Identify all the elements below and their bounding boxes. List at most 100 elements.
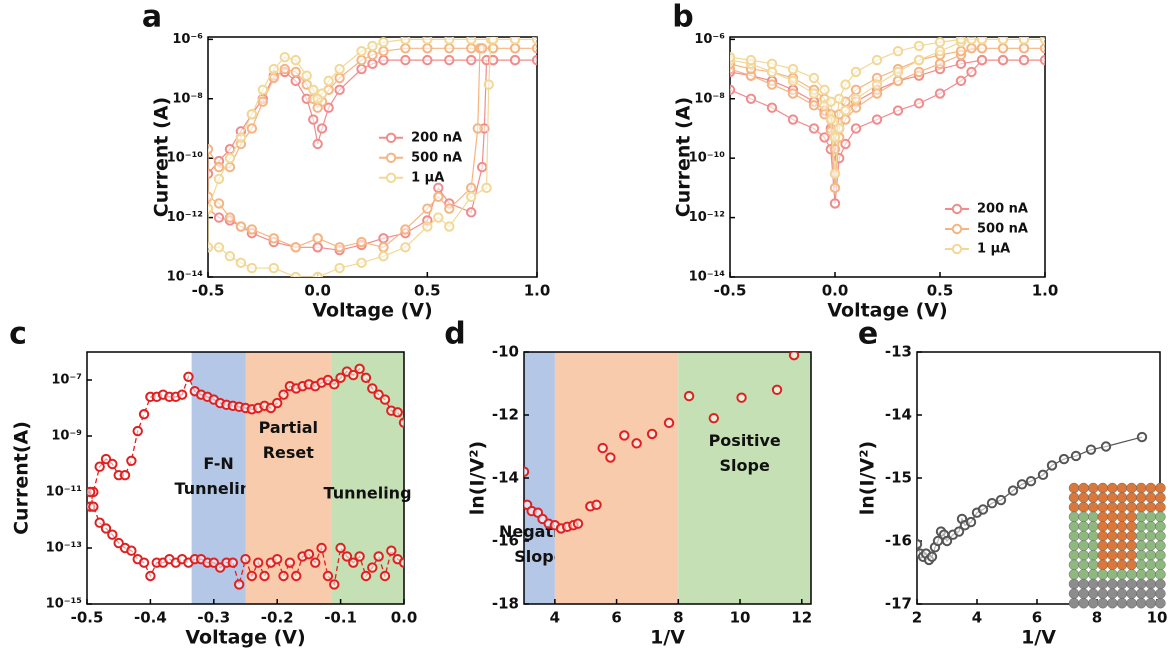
atom bbox=[1078, 550, 1089, 561]
atom bbox=[1107, 540, 1118, 551]
atom bbox=[1087, 569, 1099, 580]
plot-area bbox=[87, 363, 404, 590]
data-point bbox=[840, 138, 851, 150]
data-point bbox=[316, 542, 327, 554]
data-point bbox=[373, 551, 384, 562]
data-point bbox=[1037, 469, 1049, 481]
atom bbox=[1068, 492, 1080, 503]
data-point bbox=[378, 251, 389, 262]
region-label: Slope bbox=[514, 547, 564, 566]
data-point bbox=[107, 529, 118, 540]
data-point bbox=[213, 212, 225, 223]
atom bbox=[1097, 511, 1109, 522]
atom bbox=[1155, 530, 1166, 542]
atom bbox=[1126, 482, 1137, 494]
data-point bbox=[291, 570, 302, 582]
data-point bbox=[483, 79, 494, 90]
atom bbox=[1155, 502, 1166, 513]
atom bbox=[1145, 569, 1157, 580]
x-tick-label: 10 bbox=[730, 609, 751, 627]
data-point bbox=[663, 417, 675, 429]
data-point bbox=[310, 557, 321, 568]
atom bbox=[1145, 559, 1157, 570]
atom bbox=[1126, 530, 1137, 542]
atom bbox=[1135, 578, 1147, 590]
data-point bbox=[316, 123, 328, 134]
x-tick-label: 6 bbox=[611, 609, 621, 627]
data-point bbox=[771, 384, 783, 395]
y-tick-label: -10 bbox=[492, 343, 519, 361]
x-tick-label: 0.0 bbox=[391, 609, 418, 627]
data-point bbox=[356, 257, 367, 269]
data-point bbox=[290, 242, 301, 253]
data-point bbox=[976, 43, 988, 54]
x-tick-label: 0.0 bbox=[304, 282, 331, 300]
data-point bbox=[268, 233, 279, 244]
data-point bbox=[224, 251, 236, 262]
data-point bbox=[808, 88, 820, 99]
atom bbox=[1087, 492, 1099, 503]
data-point bbox=[335, 372, 346, 383]
atom bbox=[1116, 502, 1128, 513]
data-point bbox=[466, 54, 477, 66]
region-label: Tunneling bbox=[175, 479, 263, 498]
data-point bbox=[871, 54, 883, 66]
data-point bbox=[303, 549, 315, 560]
data-point bbox=[422, 203, 433, 214]
data-point bbox=[955, 58, 967, 70]
data-point bbox=[259, 570, 270, 582]
data-point bbox=[308, 84, 319, 96]
data-point bbox=[246, 262, 258, 274]
atom bbox=[1145, 502, 1157, 513]
x-tick-label: 1.0 bbox=[524, 282, 551, 300]
plot-area bbox=[208, 37, 537, 277]
plot-area bbox=[524, 352, 800, 534]
data-point bbox=[788, 352, 800, 361]
data-point bbox=[466, 37, 477, 45]
atom bbox=[1078, 588, 1089, 599]
atom bbox=[1078, 559, 1089, 570]
data-point bbox=[208, 144, 214, 155]
x-tick-label: 12 bbox=[791, 609, 812, 627]
atom bbox=[1097, 540, 1109, 551]
data-point bbox=[965, 516, 977, 528]
atom bbox=[1145, 540, 1157, 551]
atom bbox=[1155, 540, 1166, 551]
series-line bbox=[730, 59, 1045, 204]
data-point bbox=[312, 138, 323, 150]
data-point bbox=[208, 242, 214, 253]
atom bbox=[1135, 482, 1147, 494]
legend-marker bbox=[951, 203, 963, 215]
data-point bbox=[360, 570, 372, 582]
atom bbox=[1107, 511, 1118, 522]
atom bbox=[1145, 482, 1157, 494]
data-point bbox=[398, 417, 404, 428]
atom bbox=[1145, 511, 1157, 522]
y-tick-label: 10⁻⁸ bbox=[172, 91, 203, 106]
data-point bbox=[787, 88, 799, 99]
atom bbox=[1155, 511, 1166, 522]
data-point bbox=[892, 75, 904, 87]
atom bbox=[1155, 482, 1166, 494]
region-label: Reset bbox=[263, 443, 315, 462]
data-point bbox=[334, 262, 345, 274]
data-point bbox=[819, 84, 830, 96]
atom bbox=[1135, 588, 1147, 599]
data-point bbox=[290, 75, 301, 87]
y-tick-label: -14 bbox=[492, 469, 519, 487]
atom bbox=[1107, 502, 1118, 513]
atom bbox=[1078, 502, 1089, 513]
atom bbox=[1145, 598, 1157, 609]
legend-label: 1 µA bbox=[411, 170, 444, 185]
region-label: Slope bbox=[719, 456, 769, 475]
region-label: Tunneling bbox=[324, 484, 412, 503]
data-point bbox=[367, 49, 378, 61]
region-label: F-N bbox=[203, 454, 233, 473]
data-point bbox=[1046, 460, 1058, 471]
data-point bbox=[787, 63, 799, 75]
data-point bbox=[1018, 37, 1030, 45]
data-point bbox=[235, 132, 247, 143]
atom bbox=[1097, 530, 1109, 542]
atom bbox=[1155, 569, 1166, 580]
y-axis-title: Current (A) bbox=[673, 97, 695, 217]
